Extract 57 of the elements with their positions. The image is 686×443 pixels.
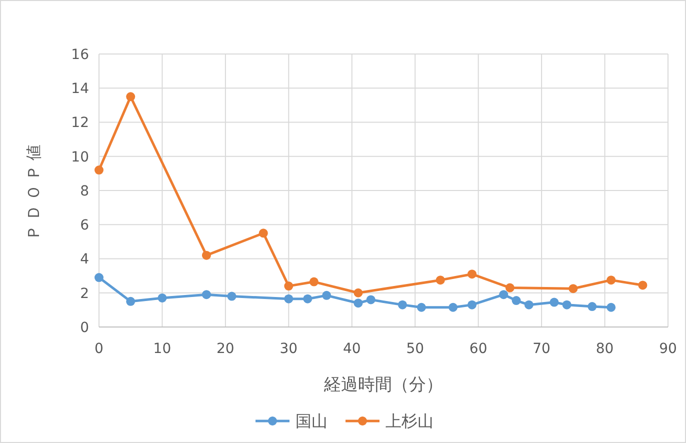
point	[568, 284, 578, 294]
point	[202, 250, 211, 260]
y-tick-label: 16	[71, 46, 90, 63]
point	[398, 300, 407, 310]
point	[512, 296, 521, 306]
point	[284, 294, 294, 304]
x-tick-label: 60	[469, 341, 488, 357]
y-tick-label: 6	[80, 218, 90, 234]
point	[354, 298, 363, 308]
x-axis-title: 経過時間（分）	[323, 375, 443, 395]
point	[499, 290, 508, 300]
point	[366, 295, 376, 304]
point	[126, 296, 136, 306]
point	[562, 300, 572, 310]
point	[158, 293, 167, 302]
x-tick-label: 20	[216, 341, 234, 357]
point	[94, 273, 104, 282]
x-tick-label: 0	[94, 341, 104, 357]
y-tick-label: 0	[80, 320, 89, 336]
point	[550, 298, 559, 307]
point	[436, 276, 445, 285]
x-tick-label: 80	[596, 341, 614, 357]
y-tick-label: 12	[71, 115, 89, 132]
legend-label: 上杉山	[386, 412, 434, 431]
x-tick-label: 50	[406, 341, 424, 357]
y-tick-label: 2	[80, 286, 89, 302]
point	[354, 288, 363, 298]
point	[126, 92, 136, 102]
point	[322, 290, 332, 300]
legend-label: 国山	[296, 412, 328, 431]
y-tick-label: 8	[80, 183, 89, 200]
point	[309, 277, 318, 286]
y-tick-label: 4	[80, 252, 90, 268]
point	[258, 228, 268, 238]
point	[468, 300, 477, 310]
point	[448, 302, 458, 312]
x-tick-label: 40	[342, 341, 361, 357]
point	[524, 300, 534, 310]
x-tick-label: 90	[659, 341, 677, 357]
y-tick-label: 10	[71, 149, 89, 166]
point	[227, 292, 236, 301]
point	[303, 294, 312, 304]
point	[588, 302, 597, 312]
y-axis-title: ＰＤＯＰ値	[24, 140, 43, 240]
point	[284, 282, 294, 291]
y-tick-label: 14	[71, 81, 90, 98]
point	[468, 270, 477, 279]
point	[606, 276, 616, 285]
point	[416, 302, 426, 312]
point	[202, 290, 211, 300]
x-tick-label: 70	[532, 341, 550, 357]
x-tick-label: 30	[280, 341, 298, 357]
point	[94, 166, 104, 175]
x-tick-label: 10	[153, 341, 172, 357]
point	[505, 283, 514, 292]
point	[638, 280, 648, 290]
point	[606, 302, 616, 312]
